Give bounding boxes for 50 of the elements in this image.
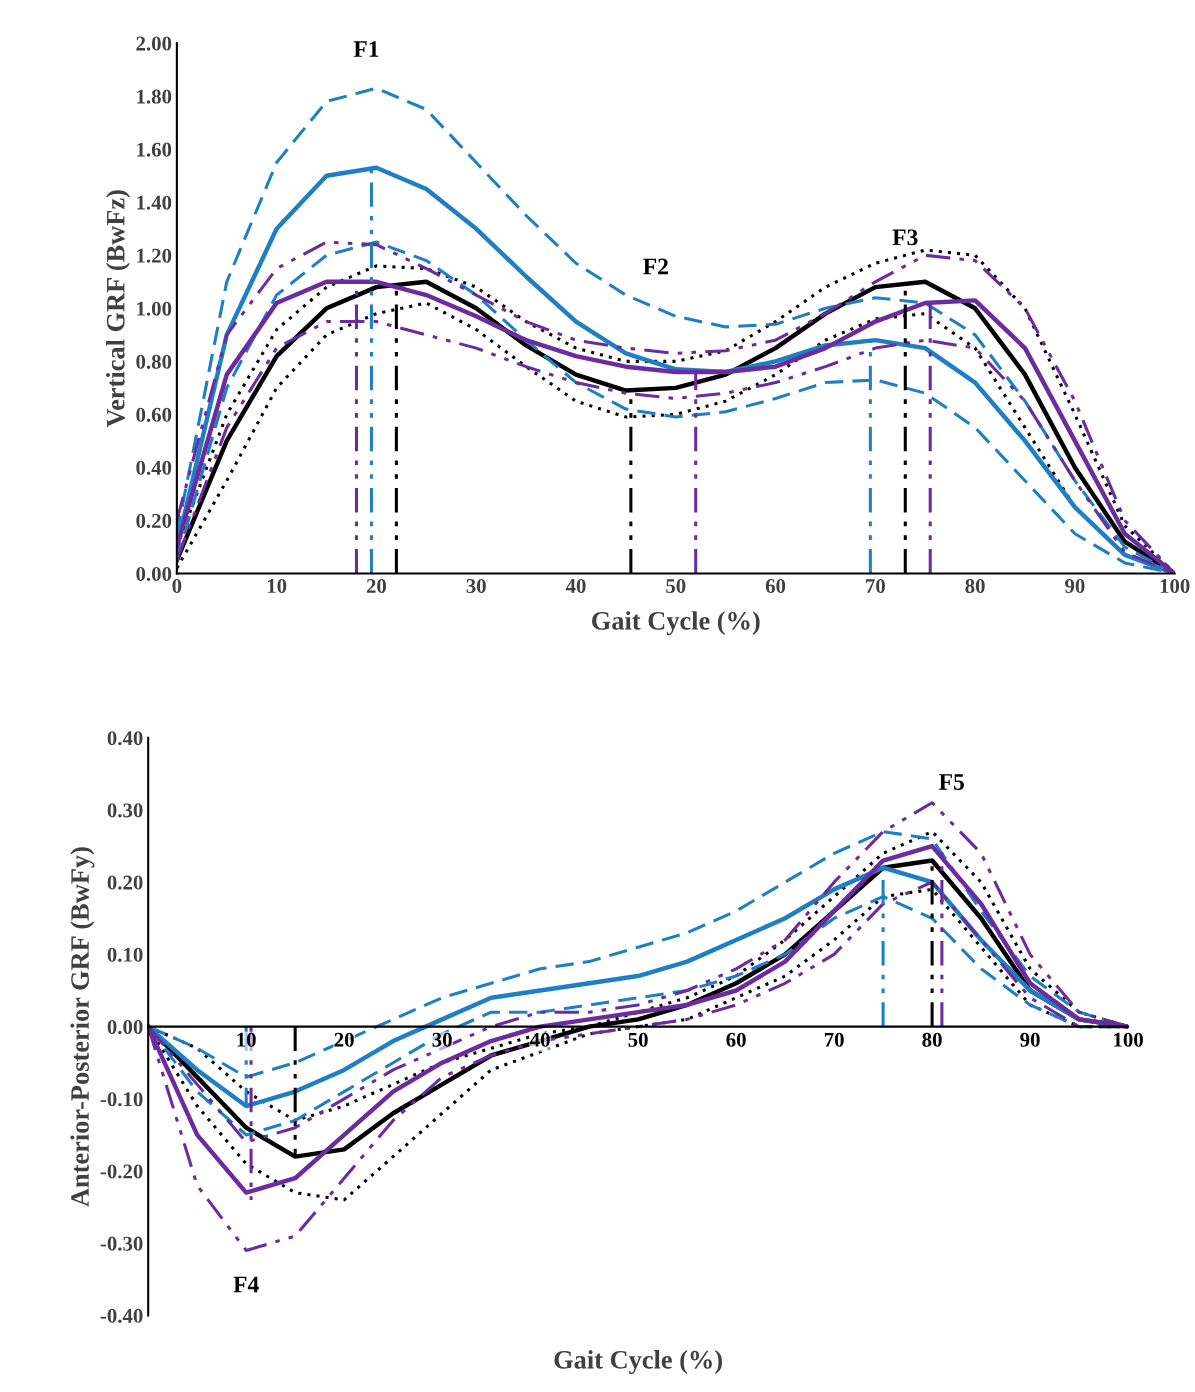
x-tick-label: 90 [1065,578,1085,594]
x-tick-label: 80 [922,1032,942,1047]
x-tick-label: 30 [466,578,486,594]
y-tick-label: 1.80 [137,89,172,104]
x-tick-label: 0 [172,578,182,594]
y-tick-label: 0.30 [107,803,143,818]
x-tick-label: 40 [530,1032,550,1047]
x-tick-label: 20 [334,1032,354,1047]
x-axis-title: Gait Cycle (%) [592,611,760,636]
y-axis-title: Vertical GRF (BwFz) [106,190,130,428]
y-tick-label: 0.10 [107,947,143,962]
annotation: F5 [938,774,964,790]
x-tick-label: 20 [366,578,387,594]
x-tick-label: 10 [267,578,287,594]
y-tick-label: 0.20 [136,513,172,528]
annotation: F2 [643,258,668,275]
annotation: F4 [233,1276,259,1293]
annotation: F3 [892,229,918,246]
y-tick-label: 1.40 [137,195,172,210]
y-tick-label: 0.80 [136,354,172,369]
x-tick-label: 80 [965,578,985,594]
x-tick-label: 30 [432,1032,452,1047]
x-tick-label: 50 [628,1032,648,1047]
y-tick-label: 0.60 [136,407,172,422]
y-tick-label: 1.60 [137,142,172,157]
x-tick-label: 50 [666,578,686,594]
y-tick-label: 0.40 [136,460,172,475]
annotation: F1 [353,41,379,57]
y-tick-label: 1.20 [137,248,172,263]
x-tick-label: 10 [237,1032,256,1047]
y-tick-label: -0.30 [100,1236,143,1251]
y-tick-label: 0.00 [136,566,172,582]
x-tick-label: 70 [824,1032,844,1047]
y-tick-label: 1.00 [137,301,172,316]
y-tick-label: 2.00 [136,36,172,51]
y-tick-label: -0.40 [100,1308,143,1323]
y-axis-title: Anterior-Posterior GRF (BwFy) [70,847,95,1207]
y-tick-label: 0.40 [107,731,143,746]
x-tick-label: 60 [765,578,786,594]
x-tick-label: 70 [866,578,885,594]
x-tick-label: 40 [565,578,586,594]
y-tick-label: -0.20 [100,1164,143,1179]
x-tick-label: 100 [1160,578,1190,594]
y-tick-label: 0.00 [107,1019,143,1035]
x-tick-label: 90 [1020,1032,1040,1047]
y-tick-label: 0.20 [107,875,143,890]
x-tick-label: 60 [726,1032,746,1047]
x-axis-title: Gait Cycle (%) [554,1350,722,1375]
x-tick-label: 100 [1114,1032,1143,1047]
y-tick-label: -0.10 [100,1092,143,1107]
